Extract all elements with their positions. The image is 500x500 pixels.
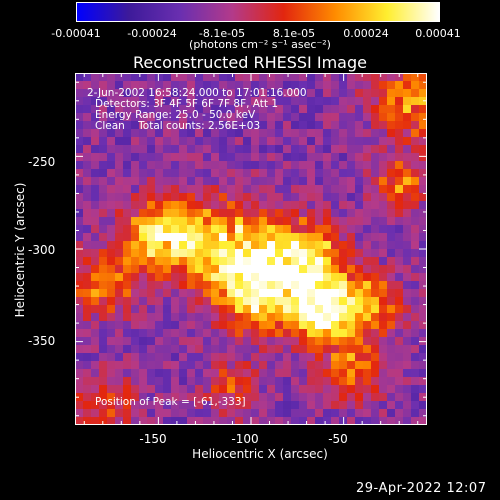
colorbar: [76, 2, 440, 22]
colorbar-tick-label: 0.00041: [415, 27, 461, 40]
x-axis-label: Heliocentric X (arcsec): [192, 447, 328, 461]
annotation-detectors: Detectors: 3F 4F 5F 6F 7F 8F, Att 1: [95, 98, 279, 110]
annotation-peak-position: Position of Peak = [-61,-333]: [95, 396, 246, 408]
chart-title: Reconstructed RHESSI Image: [133, 53, 367, 72]
annotation-energy: Energy Range: 25.0 - 50.0 keV: [95, 109, 256, 121]
plot-axes: [75, 73, 427, 425]
x-tick-label: -150: [139, 432, 167, 446]
colorbar-tick-label: -8.1e-05: [198, 27, 246, 40]
y-tick-label: -350: [28, 334, 56, 348]
colorbar-unit-label: (photons cm⁻² s⁻¹ asec⁻²): [189, 38, 331, 51]
y-tick-label: -300: [28, 243, 56, 257]
heatmap-image: [75, 73, 427, 425]
colorbar-tick-label: -0.00041: [51, 27, 101, 40]
x-tick-label: -50: [328, 432, 348, 446]
colorbar-tick-label: 0.00024: [343, 27, 389, 40]
y-tick-label: -250: [28, 155, 56, 169]
colorbar-tick-label: -0.00024: [127, 27, 177, 40]
colorbar-tick-label: 8.1e-05: [272, 27, 316, 40]
annotation-clean: Clean Total counts: 2.56E+03: [95, 120, 261, 132]
plot-area: 2-Jun-2002 16:58:24.000 to 17:01:16.000 …: [75, 73, 427, 425]
y-axis-label: Heliocentric Y (arcsec): [13, 182, 27, 318]
timestamp: 29-Apr-2022 12:07: [356, 481, 487, 496]
x-tick-label: -100: [231, 432, 259, 446]
annotation-time: 2-Jun-2002 16:58:24.000 to 17:01:16.000: [87, 87, 307, 99]
